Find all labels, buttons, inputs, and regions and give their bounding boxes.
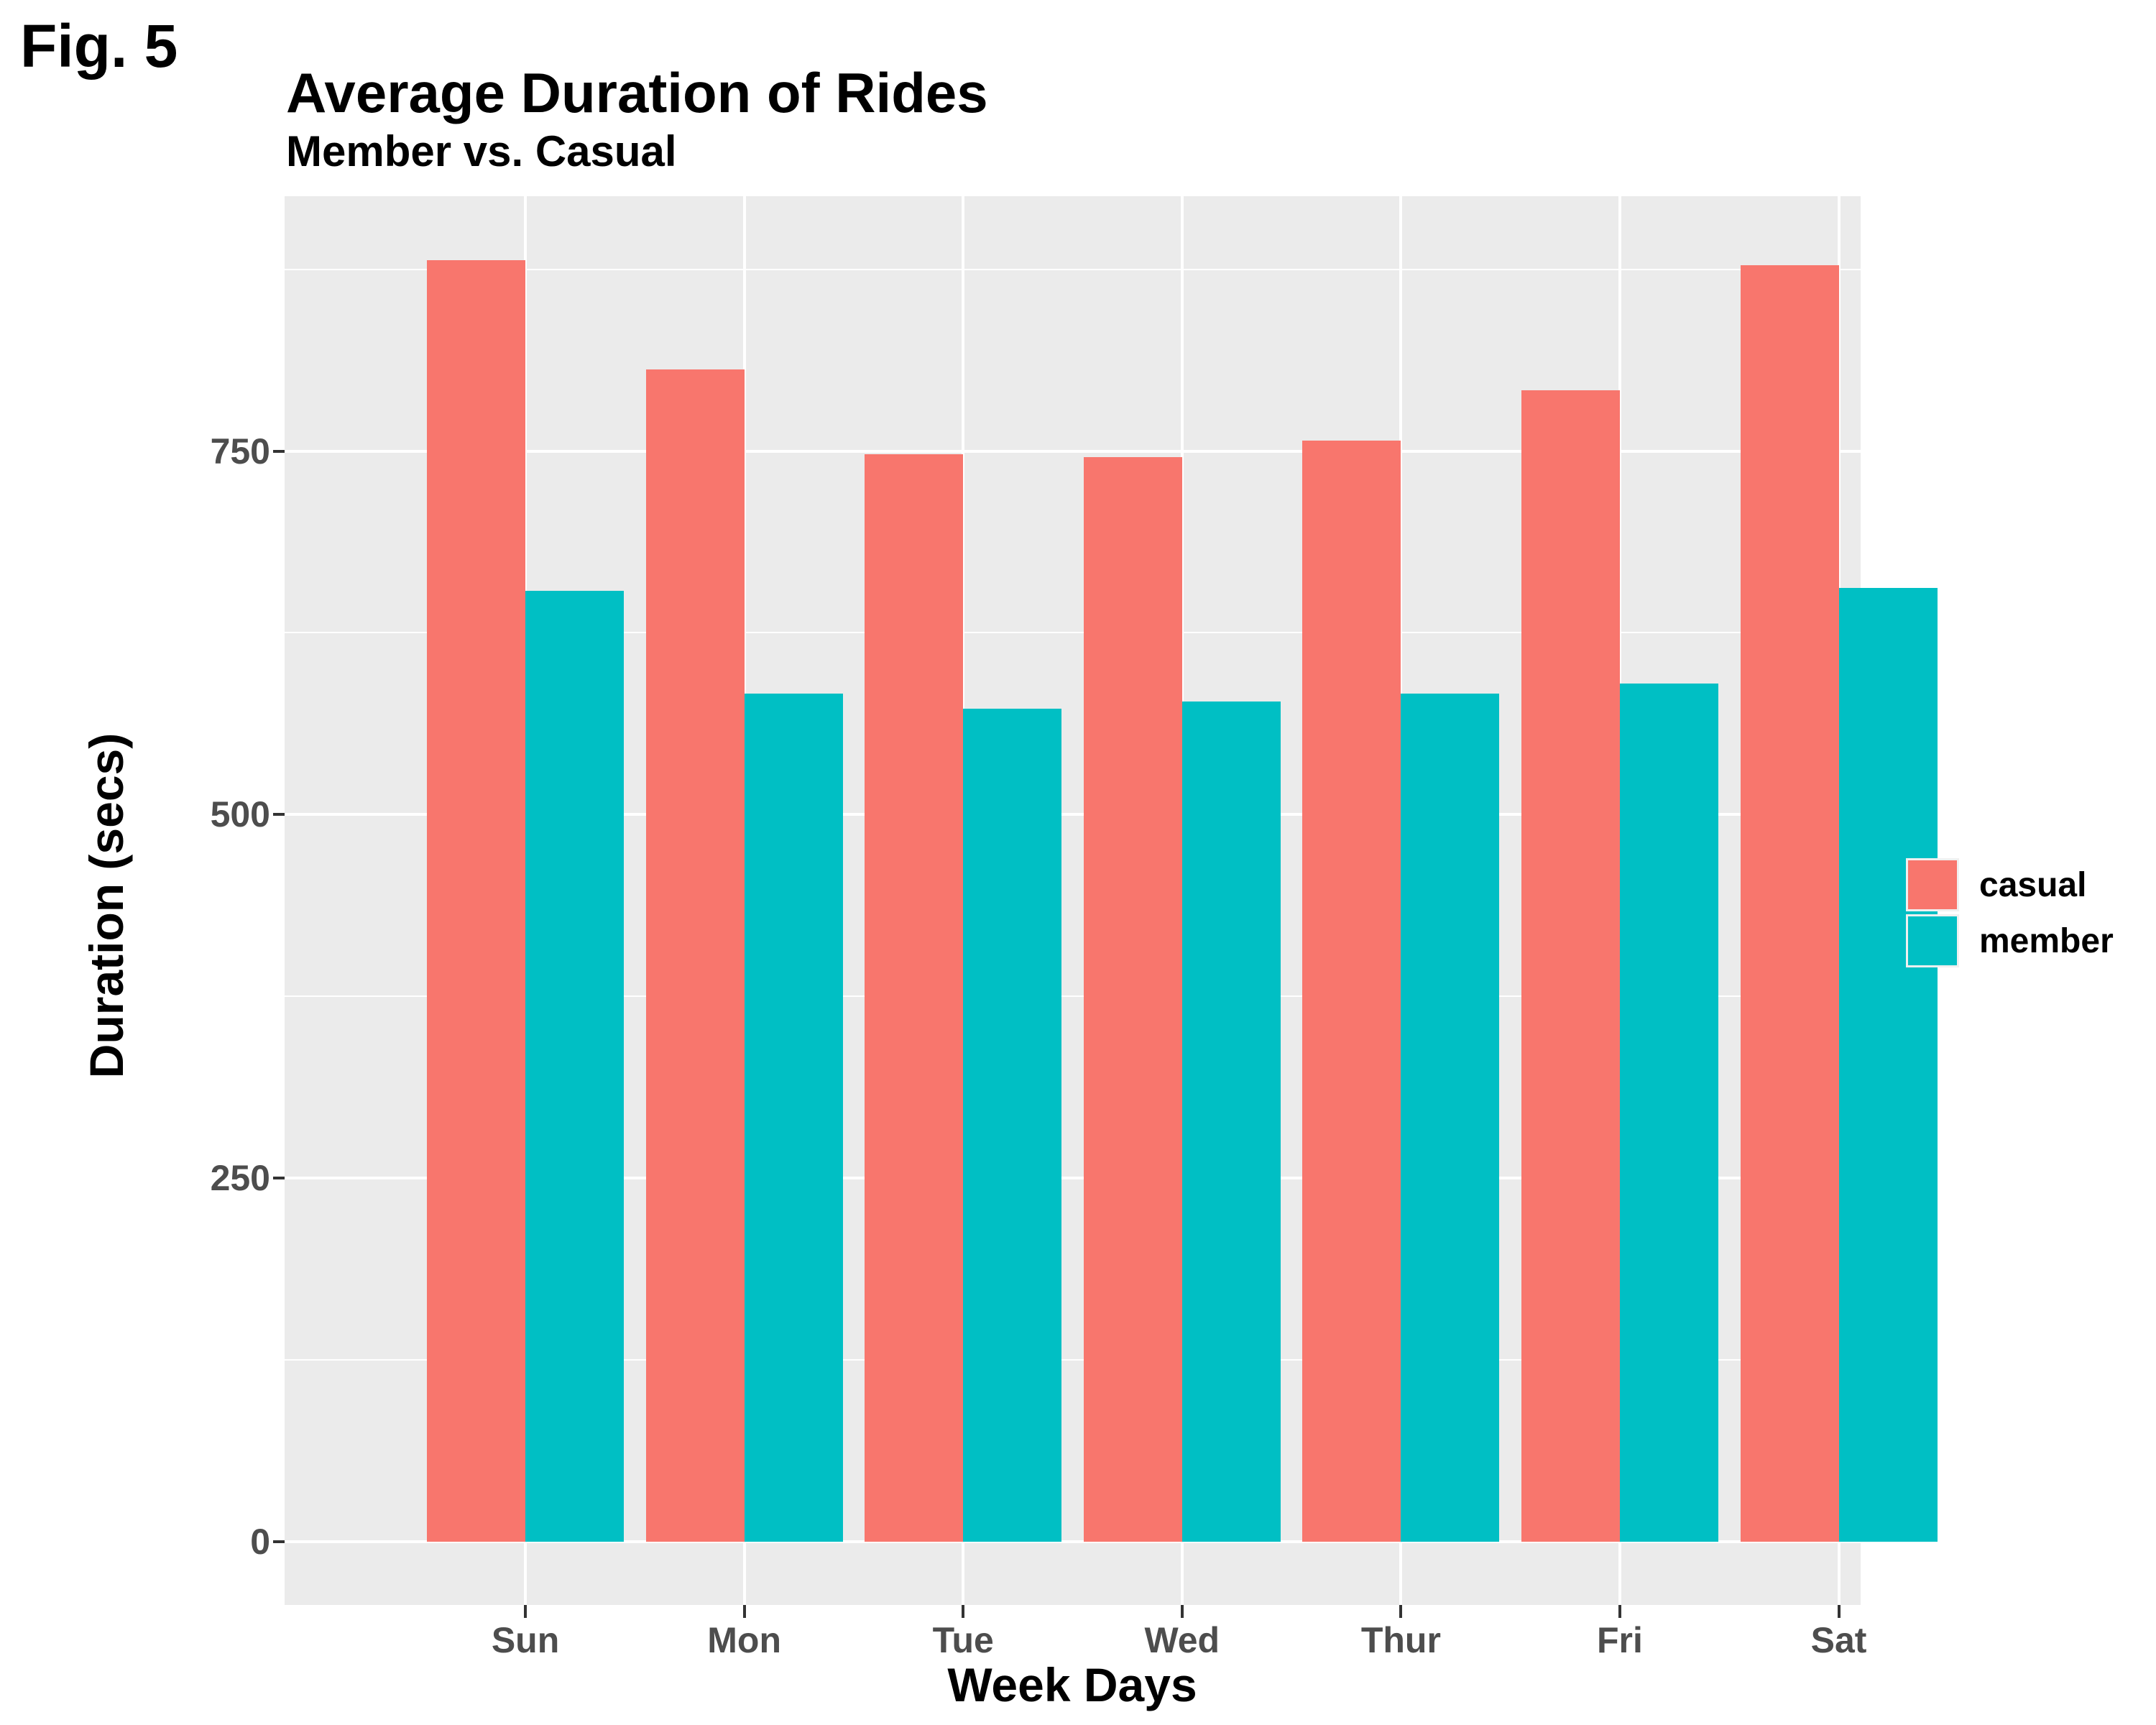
major-gridline bbox=[285, 1540, 1861, 1543]
y-tick-label: 750 bbox=[210, 431, 270, 472]
legend-item-casual: casual bbox=[1906, 858, 2114, 911]
y-tick-label: 500 bbox=[210, 794, 270, 835]
y-axis-tick bbox=[273, 1177, 285, 1180]
x-axis-tick bbox=[1399, 1605, 1403, 1618]
x-tick-label-wed: Wed bbox=[1144, 1620, 1220, 1660]
chart-title: Average Duration of Rides bbox=[286, 61, 988, 124]
x-tick-label-sun: Sun bbox=[491, 1620, 560, 1660]
bar-member-sat bbox=[1838, 587, 1938, 1542]
x-tick-label-tue: Tue bbox=[932, 1620, 994, 1660]
y-tick-label: 0 bbox=[250, 1522, 270, 1562]
bar-member-fri bbox=[1619, 684, 1718, 1542]
bar-member-wed bbox=[1181, 701, 1281, 1542]
x-axis-tick bbox=[962, 1605, 965, 1618]
x-tick-label-sat: Sat bbox=[1810, 1620, 1867, 1660]
bar-member-sun bbox=[525, 590, 625, 1542]
bar-member-mon bbox=[744, 694, 843, 1542]
bar-member-tue bbox=[963, 708, 1062, 1542]
minor-gridline bbox=[285, 268, 1861, 270]
x-tick-label-mon: Mon bbox=[707, 1620, 781, 1660]
y-tick-label: 250 bbox=[210, 1158, 270, 1199]
bar-casual-wed bbox=[1083, 456, 1182, 1542]
major-gridline bbox=[285, 813, 1861, 816]
x-axis-tick bbox=[1180, 1605, 1184, 1618]
legend-item-member: member bbox=[1906, 914, 2114, 967]
bar-casual-tue bbox=[865, 454, 964, 1542]
x-tick-label-fri: Fri bbox=[1597, 1620, 1643, 1660]
y-axis-tick bbox=[273, 813, 285, 816]
bar-member-thur bbox=[1401, 694, 1500, 1542]
legend-label-casual: casual bbox=[1979, 865, 2087, 904]
x-axis-tick bbox=[742, 1605, 746, 1618]
minor-gridline bbox=[285, 995, 1861, 998]
legend-label-member: member bbox=[1979, 921, 2114, 960]
x-tick-label-thur: Thur bbox=[1360, 1620, 1441, 1660]
y-axis-title: Duration (secs) bbox=[80, 732, 133, 1079]
bar-casual-mon bbox=[645, 369, 745, 1542]
figure-number-label: Fig. 5 bbox=[20, 12, 178, 80]
major-gridline bbox=[285, 449, 1861, 453]
bar-casual-sun bbox=[427, 260, 526, 1542]
plot-panel bbox=[285, 196, 1938, 1605]
legend: casual member bbox=[1906, 858, 2114, 970]
minor-gridline bbox=[285, 632, 1861, 634]
y-axis-tick bbox=[273, 449, 285, 453]
member-color-swatch bbox=[1908, 916, 1957, 965]
x-axis-tick bbox=[1837, 1605, 1841, 1618]
minor-gridline bbox=[285, 1359, 1861, 1361]
casual-color-swatch bbox=[1908, 860, 1957, 909]
bar-casual-sat bbox=[1740, 264, 1839, 1542]
bar-casual-fri bbox=[1521, 390, 1620, 1542]
x-axis-title: Week Days bbox=[947, 1658, 1197, 1711]
bar-casual-thur bbox=[1302, 441, 1401, 1542]
legend-key bbox=[1906, 858, 1959, 911]
y-axis-tick bbox=[273, 1540, 285, 1543]
x-axis-tick bbox=[1618, 1605, 1621, 1618]
chart-subtitle: Member vs. Casual bbox=[286, 127, 677, 175]
legend-key bbox=[1906, 914, 1959, 967]
major-gridline bbox=[285, 1177, 1861, 1180]
x-axis-tick bbox=[524, 1605, 528, 1618]
